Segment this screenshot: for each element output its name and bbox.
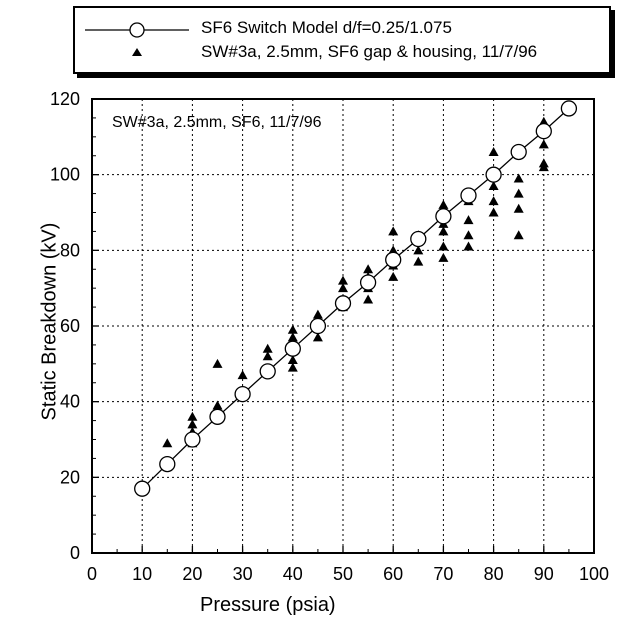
measured-triangle (388, 271, 399, 281)
x-tick-label: 60 (383, 564, 403, 584)
model-circle (159, 455, 176, 473)
measured-triangle (488, 181, 499, 191)
model-circle (334, 295, 352, 312)
x-tick-label: 90 (534, 564, 554, 584)
y-tick-label: 60 (60, 316, 80, 336)
model-circle (234, 385, 251, 403)
model-circle (359, 274, 377, 291)
y-tick-label: 20 (60, 467, 80, 487)
measured-triangle (463, 241, 474, 251)
legend-entry-model: SF6 Switch Model d/f=0.25/1.075 (201, 18, 452, 37)
x-tick-label: 40 (283, 564, 303, 584)
model-circle (560, 100, 578, 117)
tick-marks (91, 98, 595, 554)
y-tick-labels: 0 20 40 60 80 100 120 (50, 89, 80, 563)
x-tick-label: 10 (132, 564, 152, 584)
x-tick-label: 100 (579, 564, 609, 584)
y-tick-label: 40 (60, 392, 80, 412)
x-tick-label: 70 (433, 564, 453, 584)
x-tick-label: 20 (182, 564, 202, 584)
measured-triangle (413, 256, 424, 266)
measured-triangle (513, 230, 524, 240)
legend-entry-measured: SW#3a, 2.5mm, SF6 gap & housing, 11/7/96 (201, 42, 538, 61)
model-circle (510, 143, 527, 161)
legend-triangle-marker (132, 48, 142, 56)
measured-triangle (513, 188, 524, 198)
model-circle (284, 340, 301, 357)
y-tick-label: 100 (50, 165, 80, 185)
measured-triangle (287, 362, 298, 372)
model-circle (385, 251, 402, 268)
measured-triangle (363, 294, 374, 304)
y-tick-label: 120 (50, 89, 80, 109)
measured-triangle (538, 139, 549, 149)
measured-triangle (287, 355, 298, 365)
measured-triangle (538, 162, 549, 172)
x-tick-label: 80 (484, 564, 504, 584)
legend: SF6 Switch Model d/f=0.25/1.075 SW#3a, 2… (73, 6, 611, 74)
model-circle (485, 166, 502, 183)
measured-triangle (187, 419, 198, 429)
measured-triangle (438, 252, 449, 262)
measured-triangle (262, 351, 273, 361)
model-line (141, 107, 570, 490)
x-axis-title: Pressure (psia) (200, 594, 336, 616)
legend-markers (85, 22, 189, 56)
measured-triangle (338, 275, 348, 285)
measured-triangle (287, 332, 298, 342)
model-circle (435, 208, 452, 225)
measured-triangle (287, 324, 298, 334)
gridlines (92, 99, 594, 553)
y-tick-label: 0 (70, 543, 80, 563)
legend-circle-marker (129, 22, 145, 38)
model-circle (134, 480, 151, 497)
measured-triangle (338, 283, 348, 293)
measured-triangle (438, 226, 449, 236)
model-circle (309, 317, 327, 335)
measured-triangle (162, 438, 173, 448)
measured-triangle (212, 358, 223, 368)
y-tick-label: 80 (60, 240, 80, 260)
measured-triangle (237, 370, 248, 380)
measured-triangle (488, 207, 499, 217)
measured-triangle (438, 199, 449, 209)
model-points (134, 100, 578, 497)
x-tick-labels: 0 10 20 30 40 50 60 70 80 90 100 (87, 564, 609, 584)
model-circle (535, 123, 552, 140)
x-tick-label: 30 (233, 564, 253, 584)
measured-triangle (312, 332, 323, 342)
model-circle (460, 187, 477, 204)
measured-triangle (513, 203, 524, 213)
measured-triangle (212, 400, 223, 410)
measured-triangle (363, 264, 374, 274)
measured-triangle (187, 411, 198, 421)
x-tick-label: 0 (87, 564, 97, 584)
measured-triangle (463, 215, 474, 225)
measured-triangle (488, 196, 499, 206)
model-circle (209, 408, 226, 425)
model-circle (410, 230, 427, 248)
measured-triangle (262, 343, 273, 353)
measured-triangle (388, 226, 399, 236)
x-tick-label: 50 (333, 564, 353, 584)
measured-triangle (413, 245, 424, 255)
measured-triangle (438, 241, 449, 251)
model-circle (184, 431, 201, 448)
model-circle (259, 363, 276, 380)
measured-triangle (488, 146, 499, 156)
measured-triangle (463, 230, 474, 240)
chart-annotation: SW#3a, 2.5mm, SF6, 11/7/96 (112, 114, 322, 131)
measured-triangle (513, 173, 524, 183)
y-axis-title: Static Breakdown (kV) (38, 222, 61, 421)
